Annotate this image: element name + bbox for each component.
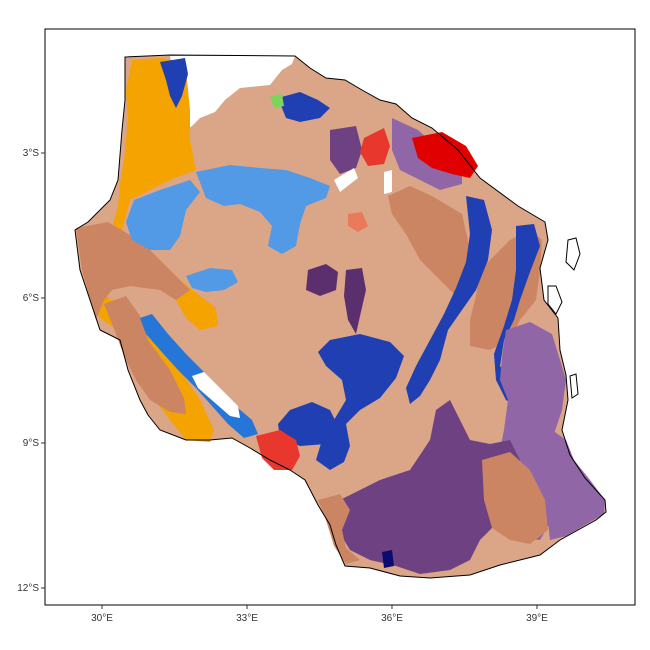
- royal-blue-east-rift: [406, 196, 492, 404]
- white-rift-lake: [192, 372, 240, 418]
- terracotta-south-east: [482, 452, 548, 544]
- sky-blue-central: [126, 180, 200, 250]
- y-tick-label: 9°S: [23, 438, 40, 449]
- x-tick-label: 36°E: [381, 613, 403, 624]
- x-tick-label: 39°E: [526, 613, 548, 624]
- island-zanzibar: [547, 285, 563, 315]
- terracotta-southwest: [104, 296, 186, 414]
- sky-blue-west-strip: [186, 268, 238, 292]
- salmon-patch: [348, 212, 368, 232]
- deep-purple-central-2: [344, 268, 366, 334]
- royal-blue-north-east: [278, 92, 330, 122]
- bright-red-northeast: [412, 132, 478, 178]
- terracotta-west: [76, 222, 190, 320]
- light-purple-far-southeast: [546, 430, 605, 540]
- y-axis-ticks: 3°S 6°S 9°S 12°S: [17, 148, 45, 594]
- country-outline: [74, 54, 607, 579]
- x-tick-label: 33°E: [236, 613, 258, 624]
- royal-blue-east-coast: [494, 224, 552, 410]
- red-northeast: [360, 128, 390, 166]
- terracotta-south: [318, 494, 360, 564]
- navy-patch: [382, 550, 394, 568]
- island-mafia: [569, 373, 579, 399]
- island-pemba: [565, 237, 581, 271]
- royal-blue-south-central-2: [316, 334, 404, 470]
- sky-blue-north: [196, 165, 330, 254]
- dark-purple-south: [338, 400, 520, 574]
- green-patch: [270, 94, 284, 108]
- dark-purple-north: [330, 126, 362, 174]
- lake-victoria-white: [170, 56, 295, 130]
- royal-blue-north: [160, 58, 188, 108]
- royal-blue-south-central: [278, 402, 340, 446]
- white-lake-northeast-2: [334, 168, 358, 192]
- terracotta-east: [388, 186, 480, 300]
- x-tick-label: 30°E: [91, 613, 113, 624]
- deep-purple-central: [306, 264, 338, 296]
- y-tick-label: 6°S: [23, 293, 40, 304]
- y-tick-label: 3°S: [23, 148, 40, 159]
- y-tick-label: 12°S: [17, 583, 39, 594]
- x-axis-ticks: 30°E 33°E 36°E 39°E: [91, 605, 548, 624]
- red-southwest: [256, 430, 300, 470]
- white-lake-northeast: [384, 170, 392, 194]
